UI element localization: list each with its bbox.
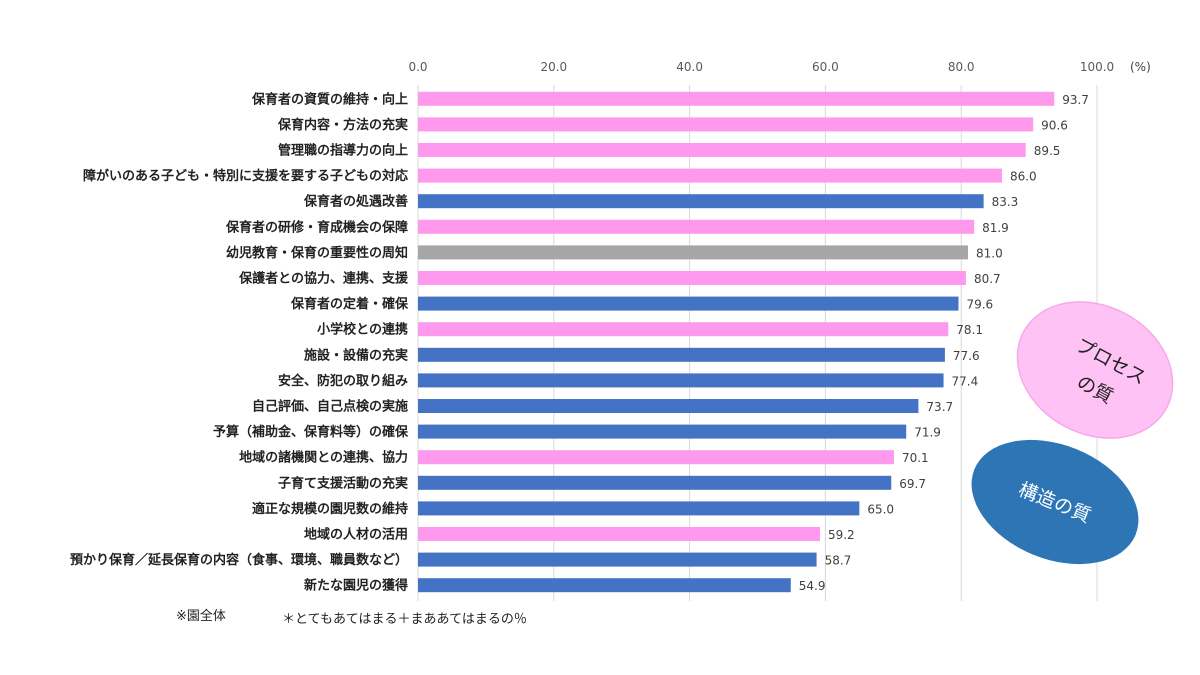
bar [418, 527, 820, 541]
structure-quality-bubble: 構造の質 [971, 439, 1139, 565]
bar [418, 245, 968, 260]
category-label: 管理職の指導力の向上 [278, 143, 408, 159]
category-label: 保育者の資質の維持・向上 [251, 91, 408, 107]
value-label: 77.6 [953, 349, 980, 363]
value-label: 81.0 [976, 246, 1003, 260]
value-label: 54.9 [799, 579, 826, 593]
bar [418, 475, 892, 490]
scope-note: ※園全体 [176, 609, 226, 624]
x-tick-label: 100.0 [1080, 60, 1114, 74]
category-label: 保育者の処遇改善 [303, 194, 408, 210]
x-tick-label: 20.0 [540, 60, 567, 74]
category-label: 安全、防犯の取り組み [278, 373, 408, 389]
category-label: 保育内容・方法の充実 [277, 117, 408, 133]
x-tick-label: 40.0 [676, 60, 703, 74]
bar [418, 219, 975, 234]
bar [418, 322, 949, 337]
bar [418, 424, 907, 439]
category-label: 予算（補助金、保育料等）の確保 [213, 424, 409, 440]
bar [418, 194, 984, 209]
value-label: 86.0 [1010, 170, 1037, 184]
category-label: 預かり保育／延長保育の内容（食事、環境、職員数など） [70, 552, 408, 568]
value-label: 79.6 [966, 298, 993, 312]
value-label: 59.2 [828, 528, 855, 542]
unit-label: (%) [1130, 60, 1151, 74]
value-label: 65.0 [867, 502, 894, 516]
bar [418, 450, 894, 465]
value-label: 78.1 [956, 323, 983, 337]
category-label: 子育て支援活動の充実 [278, 475, 408, 491]
category-label: 保育者の研修・育成機会の保障 [225, 219, 408, 235]
category-label: 適正な規模の園児数の維持 [252, 501, 408, 517]
bar [418, 271, 966, 285]
value-label: 90.6 [1041, 118, 1068, 132]
value-label: 71.9 [914, 426, 941, 440]
x-tick-label: 80.0 [948, 60, 975, 74]
bar [418, 296, 959, 311]
x-tick-label: 60.0 [812, 60, 839, 74]
category-label: 小学校との連携 [317, 322, 408, 338]
bar [418, 117, 1034, 132]
value-label: 93.7 [1062, 93, 1089, 107]
category-label: 幼児教育・保育の重要性の周知 [226, 245, 408, 261]
value-label: 70.1 [902, 451, 929, 465]
category-label: 施設・設備の充実 [304, 347, 408, 363]
structure-quality-ellipse [971, 439, 1139, 565]
category-label: 障がいのある子ども・特別に支援を要する子どもの対応 [83, 168, 408, 184]
process-quality-ellipse [1016, 301, 1174, 439]
x-tick-label: 0.0 [408, 60, 427, 74]
value-label: 77.4 [952, 374, 979, 388]
category-label: 保育者の定着・確保 [290, 296, 409, 312]
process-quality-bubble: プロセス の質 [1016, 301, 1174, 439]
value-label: 73.7 [926, 400, 953, 414]
value-label: 89.5 [1034, 144, 1061, 158]
value-labels: 93.7 90.6 89.5 86.0 83.3 81.9 81.0 80.7 79.6 78.1… [799, 93, 1089, 593]
bar [418, 399, 919, 413]
x-axis-ticks: 0.0 20.0 40.0 60.0 80.0 100.0 [408, 60, 1114, 74]
bar [418, 578, 791, 593]
bars [418, 91, 1055, 593]
bar [418, 501, 860, 516]
formula-note: ＊とてもあてはまる＋まああてはまるの％ [282, 612, 527, 627]
value-label: 58.7 [825, 554, 852, 568]
category-label: 地域の諸機関との連携、協力 [239, 450, 408, 466]
category-label: 地域の人材の活用 [304, 527, 408, 543]
value-label: 81.9 [982, 221, 1009, 235]
bar [418, 91, 1055, 106]
value-label: 69.7 [899, 477, 926, 491]
value-label: 83.3 [992, 195, 1019, 209]
value-label: 80.7 [974, 272, 1001, 286]
category-label: 保護者との協力、連携、支援 [238, 271, 409, 287]
bar [418, 168, 1002, 183]
bar [418, 143, 1026, 157]
bar [418, 373, 944, 388]
bar [418, 552, 817, 567]
category-label: 新たな園児の獲得 [304, 578, 408, 594]
category-labels: 保育者の資質の維持・向上保育内容・方法の充実管理職の指導力の向上障がいのある子ど… [70, 91, 409, 593]
category-label: 自己評価、自己点検の実施 [252, 399, 408, 415]
bar [418, 347, 945, 362]
